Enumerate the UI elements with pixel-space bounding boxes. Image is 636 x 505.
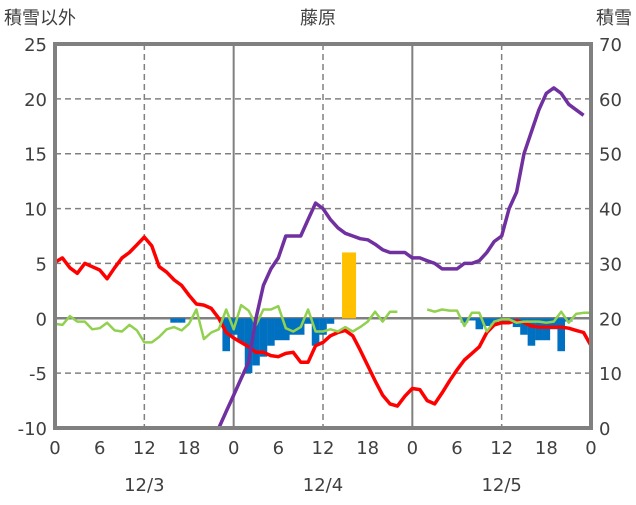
snow_depth-line (55, 86, 585, 430)
x-tick: 12 (312, 438, 335, 459)
right-axis-title: 積雪 (596, 8, 632, 29)
wind-line (426, 308, 591, 333)
plot-frame (53, 42, 593, 430)
y-tick-left: -10 (18, 419, 47, 440)
x-tick: 18 (178, 438, 201, 459)
snow_change-bar (289, 318, 298, 335)
day-label: 12/4 (303, 475, 343, 496)
x-tick: 18 (535, 438, 558, 459)
y-tick-right: 30 (599, 254, 622, 275)
x-tick: 0 (585, 438, 596, 459)
x-tick: 0 (49, 438, 60, 459)
snow_change-bar (326, 318, 335, 324)
x-tick: 12 (490, 438, 513, 459)
snow_change-bar (460, 318, 469, 323)
snow_change-bar (177, 318, 186, 323)
wind-line (54, 303, 398, 344)
bars (170, 252, 573, 374)
snow_change-bar (542, 318, 551, 341)
x-tick: 0 (228, 438, 239, 459)
y-tick-left: -5 (29, 364, 47, 385)
y-tick-left: 25 (24, 35, 47, 56)
snow_change-bar (274, 318, 283, 341)
y-tick-left: 5 (36, 254, 47, 275)
y-tick-right: 70 (599, 35, 622, 56)
snow_change-bar (170, 318, 178, 323)
day-label: 12/3 (124, 475, 164, 496)
y-tick-right: 50 (599, 145, 622, 166)
x-tick: 0 (407, 438, 418, 459)
y-tick-left: 15 (24, 145, 47, 166)
snow_change-bar (535, 318, 543, 341)
x-tick: 6 (94, 438, 105, 459)
y-tick-left: 20 (24, 90, 47, 111)
day-label: 12/5 (481, 475, 521, 496)
precip-bar (342, 252, 357, 319)
snow_change-bar (237, 318, 245, 343)
snow_change-bar (222, 318, 231, 352)
grid (55, 44, 591, 428)
snow_change-bar (259, 318, 268, 357)
y-tick-left: 10 (24, 200, 47, 221)
y-tick-right: 40 (599, 200, 622, 221)
snow_change-bar (475, 318, 484, 330)
snow_change-bar (304, 318, 312, 324)
y-tick-left: 0 (36, 309, 47, 330)
snow_change-bar (564, 318, 573, 322)
snow_change-bar (482, 318, 491, 326)
y-tick-right: 60 (599, 90, 622, 111)
x-tick: 12 (133, 438, 156, 459)
snow_change-bar (267, 318, 275, 346)
x-tick: 18 (356, 438, 379, 459)
snow_change-bar (549, 318, 558, 330)
y-tick-right: 20 (599, 309, 622, 330)
snow_change-bar (319, 318, 327, 335)
plot-border (53, 42, 593, 430)
snow_change-bar (468, 318, 476, 321)
snow_change-bar (252, 318, 260, 366)
y-tick-right: 0 (599, 419, 610, 440)
snow_change-bar (520, 318, 528, 335)
snow_change-bar (527, 318, 536, 346)
x-tick: 6 (451, 438, 462, 459)
left-axis-title: 積雪以外 (4, 8, 76, 29)
snow_change-bar (557, 318, 566, 352)
chart-title: 藤原 (300, 8, 336, 29)
y-tick-right: 10 (599, 364, 622, 385)
x-tick: 6 (273, 438, 284, 459)
temperature-line (54, 235, 593, 408)
